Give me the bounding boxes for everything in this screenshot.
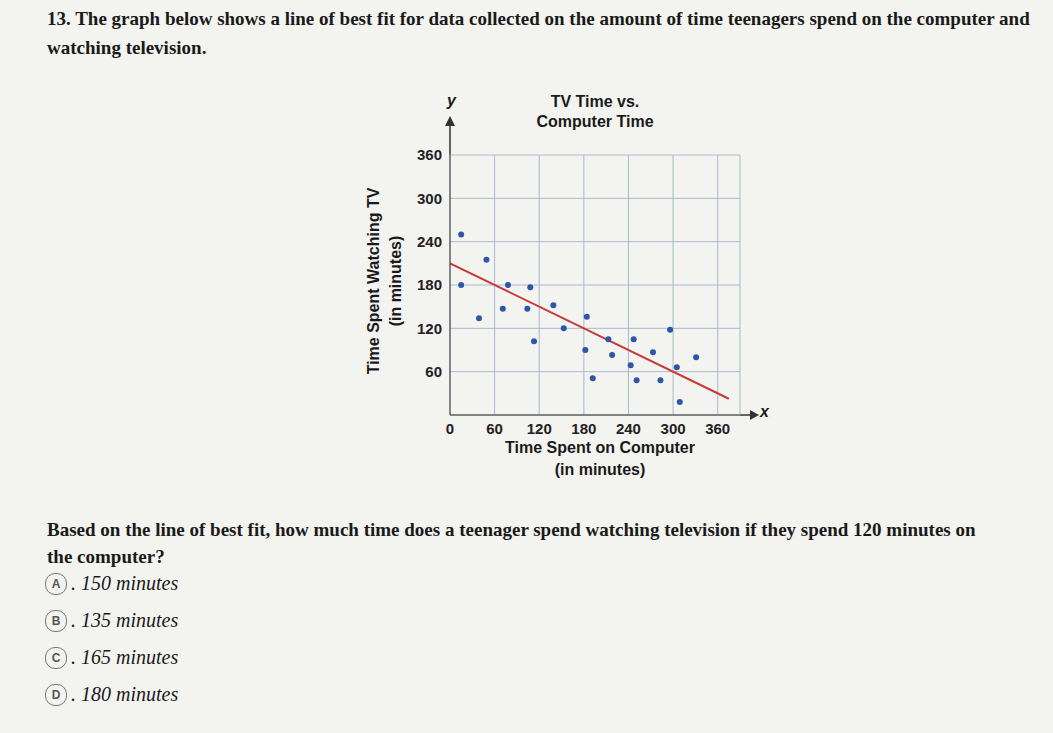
svg-text:120: 120 [527, 420, 552, 437]
html-text:D: D [51, 687, 61, 702]
html-text:(in minutes): (in minutes) [387, 235, 404, 327]
svg-text:240: 240 [417, 233, 442, 250]
html-text:. 150 minutes: . 150 minutes [71, 572, 179, 594]
html-text:C: C [51, 650, 61, 665]
svg-text:300: 300 [661, 420, 686, 437]
html-text:. 135 minutes: . 135 minutes [71, 609, 179, 631]
html-text:x: x [760, 403, 769, 420]
html-text:A: A [51, 576, 61, 591]
svg-text:180: 180 [571, 420, 596, 437]
svg-text:240: 240 [616, 420, 641, 437]
html-text:B: B [51, 613, 61, 628]
svg-text:300: 300 [417, 190, 442, 207]
html-text:13. The graph below shows a li: 13. The graph below shows a line of best… [47, 8, 1030, 58]
html-text:. 165 minutes: . 165 minutes [71, 646, 179, 668]
svg-text:0: 0 [446, 420, 454, 437]
svg-text:360: 360 [705, 420, 730, 437]
html-text:(in minutes): (in minutes) [554, 461, 646, 478]
svg-text:360: 360 [417, 146, 442, 163]
svg-text:180: 180 [417, 276, 442, 293]
html-text:Time Spent on Computer: Time Spent on Computer [505, 439, 695, 456]
svg-text:60: 60 [486, 420, 503, 437]
html-text:y: y [447, 92, 456, 109]
html-text:Time Spent Watching TV: Time Spent Watching TV [365, 187, 382, 375]
html-text:. 180 minutes: . 180 minutes [71, 683, 179, 705]
html-text:Based on the line of best fit,: Based on the line of best fit, how much … [47, 519, 976, 567]
svg-text:60: 60 [425, 363, 442, 380]
html-text:TV Time vs. Computer Time: TV Time vs. Computer Time [536, 93, 654, 130]
svg-text:120: 120 [417, 320, 442, 337]
